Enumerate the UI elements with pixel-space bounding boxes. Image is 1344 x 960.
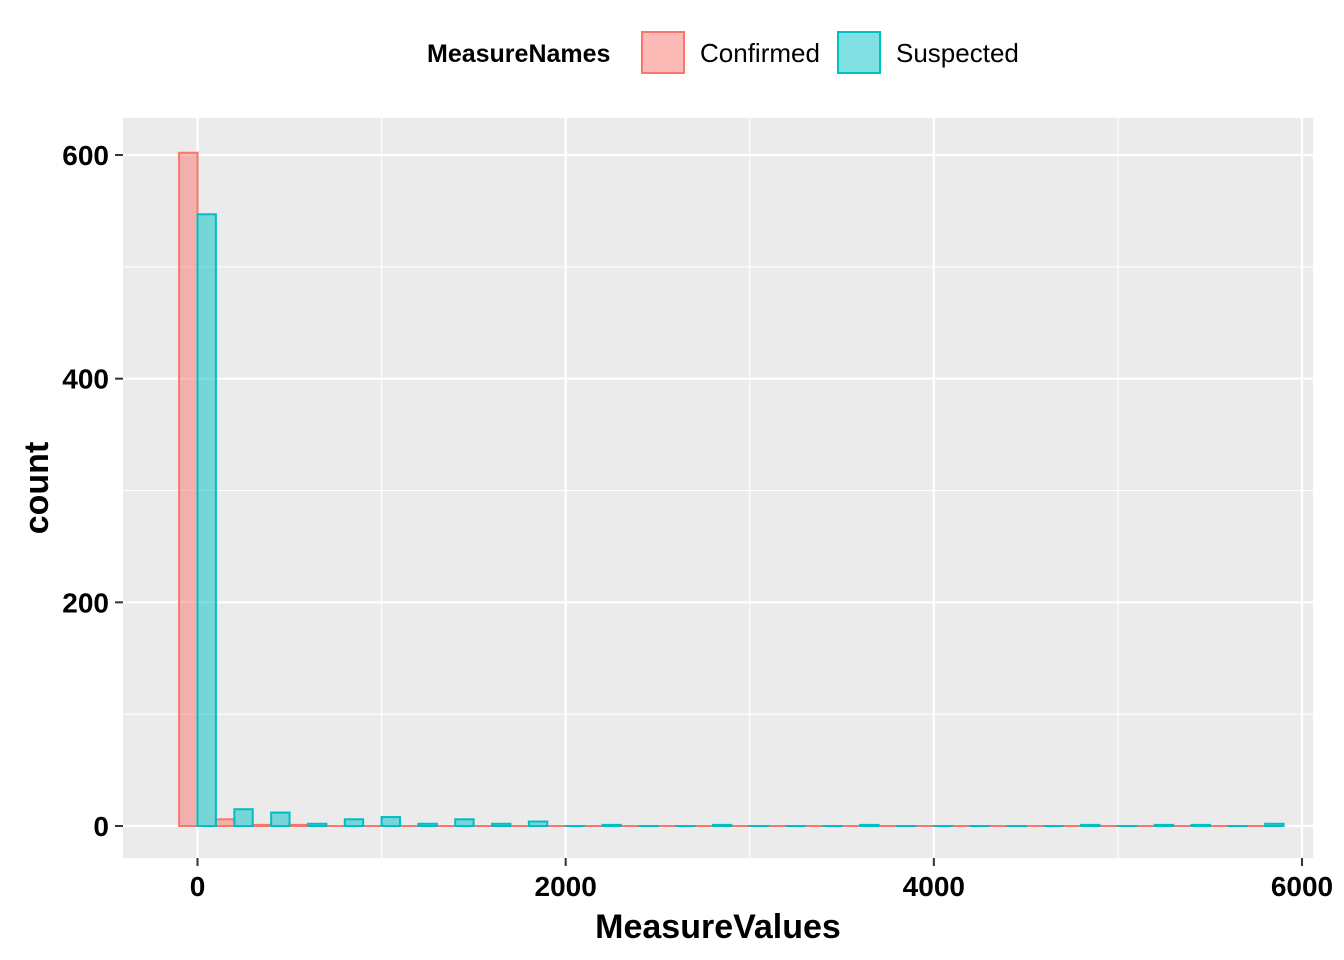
grid-minor <box>123 118 1313 858</box>
bar-suspected <box>1264 822 1285 827</box>
bar-confirmed <box>251 823 273 827</box>
bar-suspected <box>454 818 475 827</box>
legend: MeasureNames Confirmed Suspected <box>427 31 1019 74</box>
bar-suspected <box>380 816 401 828</box>
bar-suspected <box>601 823 622 827</box>
bar-suspected <box>343 818 365 827</box>
bar-confirmed <box>288 823 309 827</box>
bar-suspected <box>417 822 438 827</box>
x-tick-label: 0 <box>190 871 206 902</box>
bar-suspected <box>1080 823 1101 827</box>
y-axis-title: count <box>18 442 56 535</box>
bar-suspected <box>711 823 733 827</box>
y-tick-label: 200 <box>62 587 109 618</box>
legend-item-suspected: Suspected <box>837 31 1019 74</box>
plot-panel <box>123 118 1313 858</box>
bar-suspected <box>306 822 328 827</box>
y-tick-label: 0 <box>93 811 109 842</box>
bar-confirmed <box>178 151 199 828</box>
bar-suspected <box>1153 823 1175 827</box>
bar-suspected <box>491 822 512 827</box>
x-tick-label: 4000 <box>903 871 965 902</box>
bar-suspected <box>196 213 217 827</box>
bar-confirmed <box>214 818 236 827</box>
x-axis: 0 2000 4000 6000 <box>190 858 1333 902</box>
series-suspected <box>196 213 1285 828</box>
bar-suspected <box>233 808 254 827</box>
bar-suspected <box>859 823 880 827</box>
x-tick-label: 6000 <box>1271 871 1333 902</box>
y-tick-label: 600 <box>62 140 109 171</box>
x-tick-label: 2000 <box>535 871 597 902</box>
legend-label: Confirmed <box>700 38 820 68</box>
legend-item-confirmed: Confirmed <box>641 31 820 74</box>
legend-key-confirmed <box>641 31 685 74</box>
legend-title: MeasureNames <box>427 40 610 68</box>
bars <box>178 151 1285 828</box>
legend-key-suspected <box>837 31 881 74</box>
y-axis: 0 200 400 600 <box>62 140 123 842</box>
bar-suspected <box>527 820 549 828</box>
bar-suspected <box>270 811 291 828</box>
x-axis-title: MeasureValues <box>595 908 841 946</box>
y-tick-label: 400 <box>62 364 109 395</box>
legend-label: Suspected <box>896 38 1019 68</box>
bar-suspected <box>1190 823 1211 827</box>
